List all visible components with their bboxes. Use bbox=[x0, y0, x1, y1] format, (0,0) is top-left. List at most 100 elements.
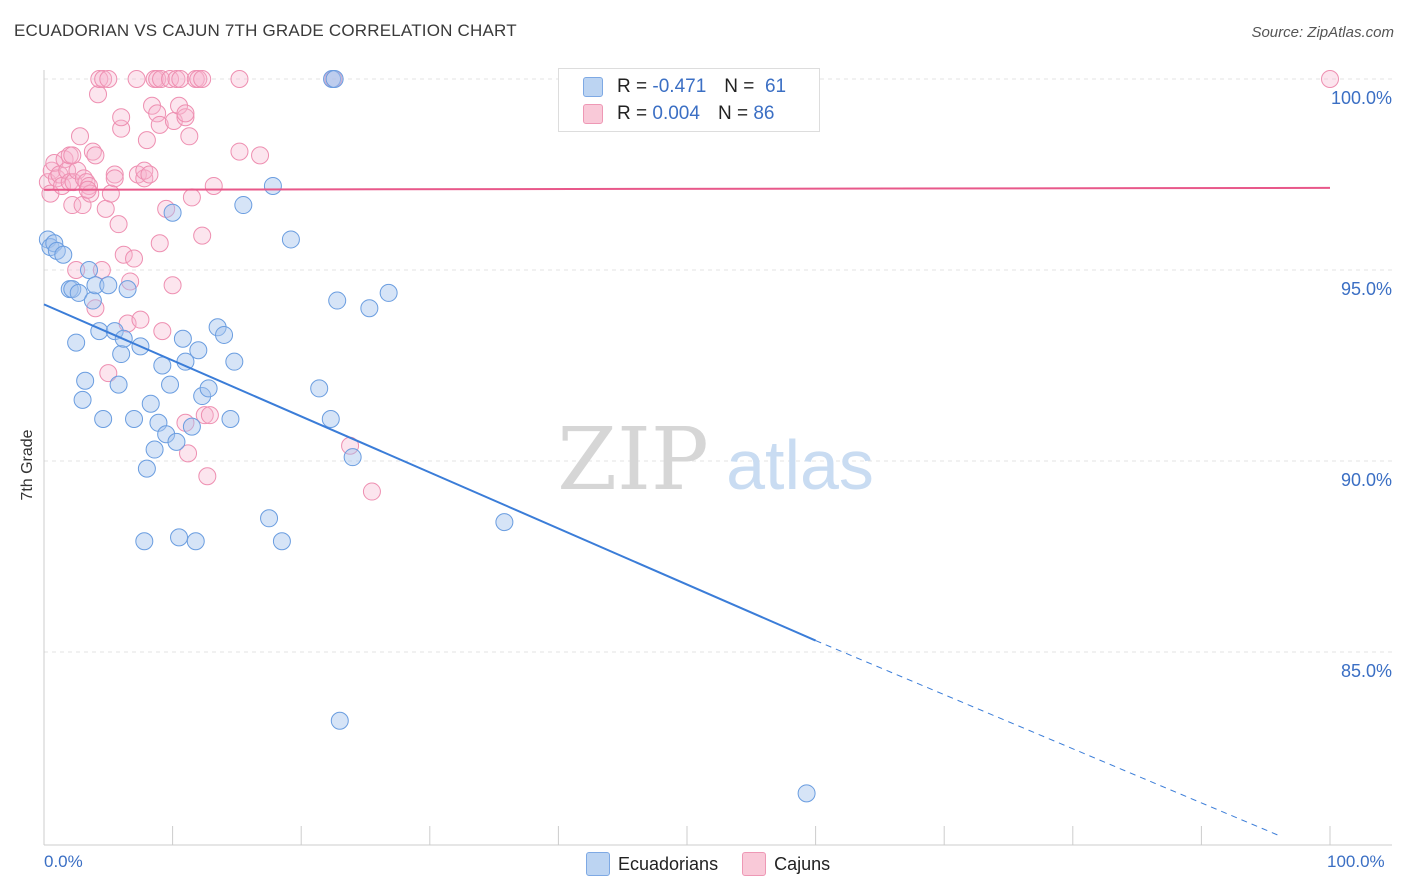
cajun-point bbox=[63, 196, 82, 215]
ecuadorian-point bbox=[67, 333, 86, 352]
cajun-point bbox=[150, 115, 169, 134]
cajun-point bbox=[161, 70, 180, 88]
ecuadorian-point bbox=[360, 299, 379, 318]
ecuadorian-point bbox=[182, 417, 201, 436]
ecuadorian-point bbox=[272, 532, 291, 551]
ecuadorian-point bbox=[112, 345, 131, 364]
ecuadorian-point bbox=[263, 176, 282, 195]
ecuadorian-point bbox=[145, 440, 164, 459]
ecuadorian-point bbox=[80, 261, 99, 279]
ecuadorian-point bbox=[135, 532, 154, 551]
ecuadorian-point bbox=[141, 394, 160, 413]
ecuadorian-point bbox=[76, 371, 95, 390]
ecuadorian-point bbox=[321, 409, 340, 428]
ecuadorian-point bbox=[215, 325, 234, 344]
n-label: N = bbox=[724, 76, 755, 97]
r-label: R = bbox=[617, 103, 648, 124]
legend-row-cajuns: R = 0.004 N = 86 bbox=[583, 102, 774, 126]
cajun-point bbox=[362, 482, 381, 501]
cajun-point bbox=[105, 165, 124, 184]
cajun-point bbox=[109, 215, 128, 234]
series-legend: Ecuadorians Cajuns bbox=[586, 852, 854, 876]
y-tick-labels: 100.0% 95.0% 90.0% 85.0% bbox=[1331, 88, 1392, 681]
legend-item-ecuadorians[interactable]: Ecuadorians bbox=[586, 852, 718, 876]
axes bbox=[43, 70, 1392, 846]
ecuadorian-point bbox=[208, 318, 227, 337]
ecuadorian-point bbox=[167, 432, 186, 451]
legend-label: Ecuadorians bbox=[618, 853, 719, 874]
cajun-point bbox=[167, 70, 186, 88]
y-tick-label: 85.0% bbox=[1341, 661, 1392, 681]
gridlines bbox=[44, 78, 1392, 653]
cajun-point bbox=[92, 261, 111, 279]
ecuadorian-point bbox=[170, 528, 189, 547]
ecuadorian-point bbox=[125, 409, 144, 428]
cajun-point bbox=[96, 199, 115, 218]
ecuadorian-point bbox=[73, 390, 92, 409]
watermark-atlas: atlas bbox=[726, 426, 874, 504]
cajun-point bbox=[89, 85, 108, 104]
cajun-point bbox=[127, 70, 146, 88]
ecuadorian-point bbox=[137, 459, 156, 478]
cajun-point bbox=[1321, 70, 1339, 88]
ecuadorian-point bbox=[118, 280, 137, 299]
ecuadorian-point bbox=[495, 513, 514, 532]
cajun-point bbox=[171, 70, 190, 88]
chart-title: ECUADORIAN VS CAJUN 7TH GRADE CORRELATIO… bbox=[14, 21, 517, 40]
cajuns-swatch bbox=[583, 104, 603, 124]
r-value: 0.004 bbox=[652, 103, 700, 124]
cajun-point bbox=[101, 184, 120, 203]
watermark: ZIP atlas bbox=[557, 410, 874, 510]
ecuadorian-point bbox=[83, 291, 102, 310]
r-value: -0.471 bbox=[652, 76, 707, 97]
ecuadorian-point bbox=[797, 784, 816, 803]
y-tick-label: 100.0% bbox=[1331, 88, 1392, 108]
x-tick-label-min: 0.0% bbox=[44, 852, 83, 871]
ecuadorian-point bbox=[260, 509, 279, 528]
ecuadorian-point bbox=[379, 283, 398, 302]
cajun-point bbox=[170, 96, 189, 115]
ecuadorian-point bbox=[328, 291, 347, 310]
ecuadorian-point bbox=[161, 375, 180, 394]
ecuadorian-point bbox=[343, 448, 362, 467]
cajun-point bbox=[152, 70, 171, 88]
ecuadorian-point bbox=[163, 203, 182, 222]
ecuadorian-point bbox=[157, 425, 176, 444]
ecuadorian-point bbox=[310, 379, 329, 398]
cajun-point bbox=[94, 70, 113, 88]
n-value: 86 bbox=[753, 103, 775, 124]
ecuadorian-point bbox=[109, 375, 128, 394]
cajun-point bbox=[112, 108, 131, 127]
cajun-point bbox=[125, 249, 144, 268]
ecuadorians-swatch bbox=[583, 77, 603, 97]
y-tick-label: 95.0% bbox=[1341, 279, 1392, 299]
cajun-point bbox=[230, 142, 249, 161]
cajun-point bbox=[63, 146, 82, 165]
cajun-point bbox=[193, 70, 212, 88]
cajun-point bbox=[105, 169, 124, 188]
ecuadorian-point bbox=[69, 283, 88, 302]
source-label: Source: ZipAtlas.com bbox=[1251, 24, 1394, 41]
ecuadorian-point bbox=[330, 711, 349, 730]
cajun-point bbox=[71, 127, 90, 146]
cajun-point bbox=[148, 104, 167, 123]
ecuadorian-point bbox=[225, 352, 244, 371]
cajun-point bbox=[193, 226, 212, 245]
cajun-point bbox=[189, 70, 208, 88]
ecuadorian-point bbox=[189, 341, 208, 360]
ecuadorian-point bbox=[199, 379, 218, 398]
ecuadorian-point bbox=[173, 329, 192, 348]
cajun-point bbox=[176, 108, 195, 127]
watermark-zip: ZIP bbox=[557, 410, 709, 510]
x-tick-label-max: 100.0% bbox=[1327, 852, 1385, 871]
ecuadorian-point bbox=[86, 276, 105, 295]
cajun-point bbox=[230, 70, 249, 88]
cajun-point bbox=[198, 467, 217, 486]
ecuadorians-swatch bbox=[586, 852, 610, 876]
cajun-point bbox=[140, 165, 159, 184]
legend-item-cajuns[interactable]: Cajuns bbox=[742, 852, 830, 876]
cajun-point bbox=[99, 364, 118, 383]
cajun-point bbox=[90, 70, 109, 88]
cajun-point bbox=[163, 276, 182, 295]
y-tick-label: 90.0% bbox=[1341, 470, 1392, 490]
